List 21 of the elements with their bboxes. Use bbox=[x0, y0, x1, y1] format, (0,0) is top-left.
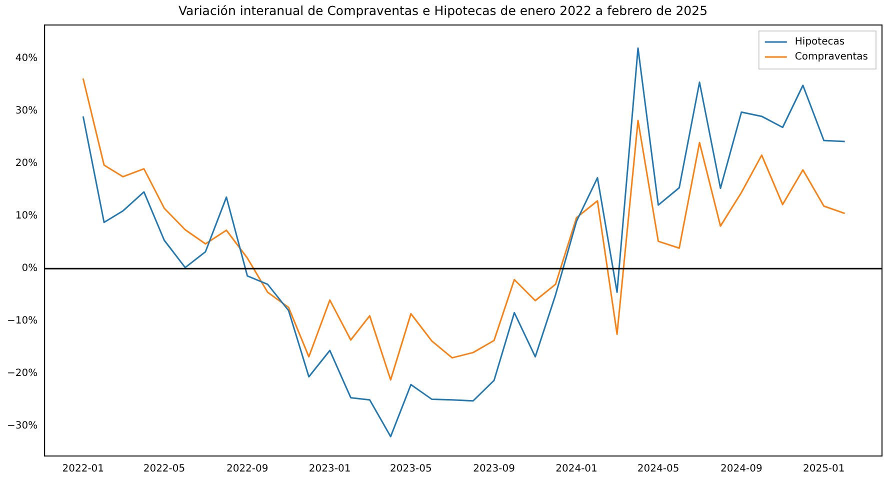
chart-title: Variación interanual de Compraventas e Hipotecas de enero 2022 a febrero de 2025 bbox=[178, 2, 708, 18]
x-tick-label: 2024-01 bbox=[556, 464, 598, 475]
x-tick-label: 2023-05 bbox=[390, 464, 432, 475]
x-tick-label: 2024-09 bbox=[720, 464, 762, 475]
x-tick-label: 2022-09 bbox=[226, 464, 268, 475]
x-tick-label: 2025-01 bbox=[802, 464, 845, 475]
y-tick-label: 20% bbox=[15, 158, 38, 170]
x-tick-label: 2022-01 bbox=[62, 464, 104, 475]
x-tick-label: 2022-05 bbox=[143, 464, 186, 475]
y-tick-label: 0% bbox=[22, 263, 38, 274]
legend-label: Hipotecas bbox=[794, 36, 845, 48]
legend-label: Compraventas bbox=[794, 52, 868, 63]
y-tick-label: −10% bbox=[6, 316, 38, 327]
x-tick-label: 2023-01 bbox=[308, 464, 351, 475]
y-tick-label: −30% bbox=[6, 420, 38, 432]
y-tick-label: −20% bbox=[6, 368, 38, 380]
y-tick-label: 10% bbox=[15, 210, 38, 222]
x-tick-label: 2024-05 bbox=[637, 464, 680, 475]
x-tick-label: 2023-09 bbox=[473, 464, 515, 475]
y-tick-label: 30% bbox=[15, 106, 38, 117]
y-tick-label: 40% bbox=[15, 53, 38, 64]
